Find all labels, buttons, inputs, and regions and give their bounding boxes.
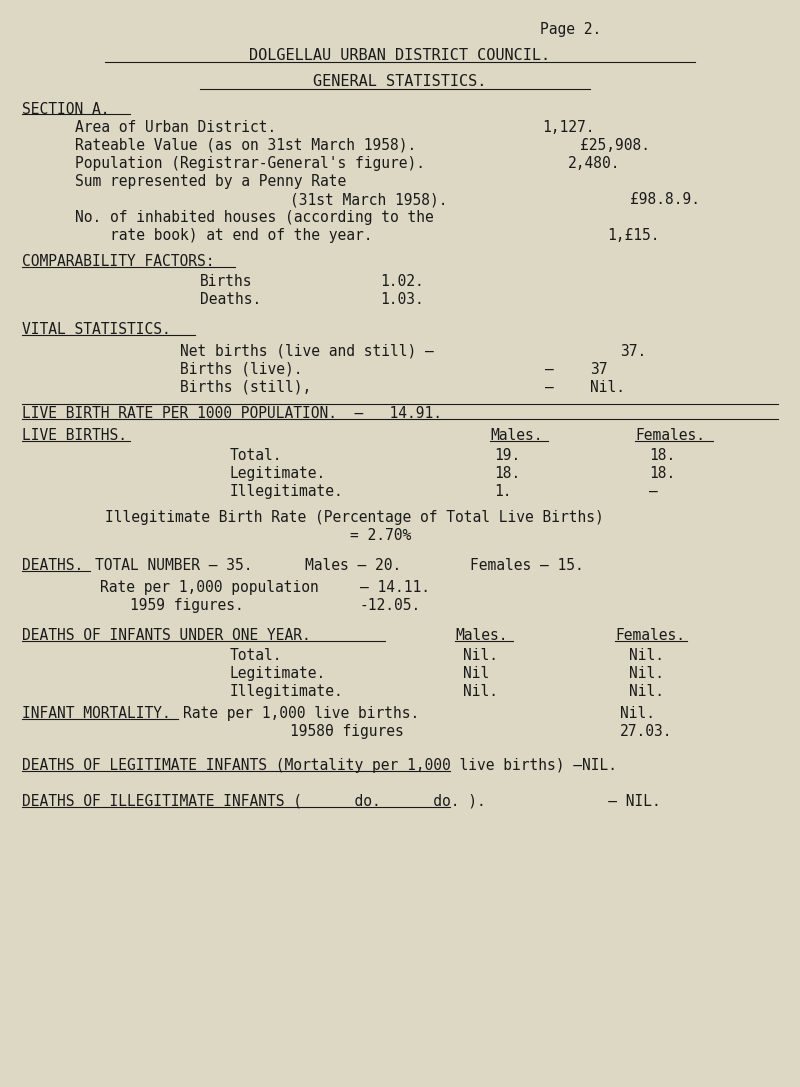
Text: Illegitimate.: Illegitimate. — [230, 484, 344, 499]
Text: Nil.: Nil. — [629, 648, 664, 663]
Text: Legitimate.: Legitimate. — [230, 466, 326, 482]
Text: Females.: Females. — [615, 628, 685, 644]
Text: Males – 20.: Males – 20. — [305, 558, 402, 573]
Text: Population (Registrar-General's figure).: Population (Registrar-General's figure). — [75, 157, 425, 171]
Text: DEATHS OF ILLEGITIMATE INFANTS (      do.      do. ).              – NIL.: DEATHS OF ILLEGITIMATE INFANTS ( do. do.… — [22, 794, 661, 809]
Text: LIVE BIRTHS.: LIVE BIRTHS. — [22, 428, 127, 443]
Text: 1958θ figures: 1958θ figures — [290, 724, 404, 739]
Text: = 2.70%: = 2.70% — [350, 528, 411, 544]
Text: Nil.: Nil. — [590, 380, 625, 395]
Text: No. of inhabited houses (according to the: No. of inhabited houses (according to th… — [75, 210, 434, 225]
Text: 18.: 18. — [494, 466, 520, 482]
Text: Births (live).: Births (live). — [180, 362, 302, 377]
Text: Nil.: Nil. — [629, 684, 664, 699]
Text: rate book) at end of the year.: rate book) at end of the year. — [110, 228, 373, 243]
Text: DEATHS.: DEATHS. — [22, 558, 83, 573]
Text: Rateable Value (as on 31st March 1958).: Rateable Value (as on 31st March 1958). — [75, 138, 416, 153]
Text: SECTION A.: SECTION A. — [22, 102, 110, 117]
Text: LIVE BIRTH RATE PER 1000 POPULATION.  –   14.91.: LIVE BIRTH RATE PER 1000 POPULATION. – 1… — [22, 407, 442, 421]
Text: Females.: Females. — [635, 428, 705, 443]
Text: Legitimate.: Legitimate. — [230, 666, 326, 680]
Text: Births (still),: Births (still), — [180, 380, 311, 395]
Text: INFANT MORTALITY.: INFANT MORTALITY. — [22, 705, 170, 721]
Text: Area of Urban District.: Area of Urban District. — [75, 120, 276, 135]
Text: 2,480.: 2,480. — [567, 157, 620, 171]
Text: TOTAL NUMBER – 35.: TOTAL NUMBER – 35. — [95, 558, 253, 573]
Text: DEATHS OF LEGITIMATE INFANTS (Mortality per 1,000 live births) –NIL.: DEATHS OF LEGITIMATE INFANTS (Mortality … — [22, 758, 617, 773]
Text: Rate per 1,000 population: Rate per 1,000 population — [100, 580, 318, 595]
Text: DOLGELLAU URBAN DISTRICT COUNCIL.: DOLGELLAU URBAN DISTRICT COUNCIL. — [250, 48, 550, 63]
Text: (31st March 1958).: (31st March 1958). — [290, 192, 447, 207]
Text: -12.05.: -12.05. — [360, 598, 422, 613]
Text: Females – 15.: Females – 15. — [470, 558, 584, 573]
Text: Illegitimate Birth Rate (Percentage of Total Live Births): Illegitimate Birth Rate (Percentage of T… — [105, 510, 604, 525]
Text: Nil: Nil — [463, 666, 490, 680]
Text: Illegitimate.: Illegitimate. — [230, 684, 344, 699]
Text: Deaths.: Deaths. — [200, 292, 262, 307]
Text: Nil.: Nil. — [620, 705, 655, 721]
Text: 1.: 1. — [494, 484, 511, 499]
Text: 27.03.: 27.03. — [620, 724, 673, 739]
Text: Males.: Males. — [490, 428, 542, 443]
Text: 1,127.: 1,127. — [542, 120, 595, 135]
Text: Nil.: Nil. — [629, 666, 664, 680]
Text: 19.: 19. — [494, 448, 520, 463]
Text: Nil.: Nil. — [463, 648, 498, 663]
Text: 1.03.: 1.03. — [380, 292, 424, 307]
Text: 37.: 37. — [620, 343, 646, 359]
Text: 18.: 18. — [649, 466, 675, 482]
Text: Births: Births — [200, 274, 253, 289]
Text: £25,908.: £25,908. — [580, 138, 650, 153]
Text: Nil.: Nil. — [463, 684, 498, 699]
Text: –: – — [649, 484, 658, 499]
Text: 37: 37 — [590, 362, 607, 377]
Text: 18.: 18. — [649, 448, 675, 463]
Text: VITAL STATISTICS.: VITAL STATISTICS. — [22, 322, 170, 337]
Text: Rate per 1,000 live births.: Rate per 1,000 live births. — [183, 705, 419, 721]
Text: 1959 figures.: 1959 figures. — [130, 598, 244, 613]
Text: 1,£15.: 1,£15. — [607, 228, 660, 243]
Text: 1.02.: 1.02. — [380, 274, 424, 289]
Text: Total.: Total. — [230, 648, 282, 663]
Text: £98.8.9.: £98.8.9. — [630, 192, 700, 207]
Text: Total.: Total. — [230, 448, 282, 463]
Text: COMPARABILITY FACTORS:: COMPARABILITY FACTORS: — [22, 254, 214, 268]
Text: – 14.11.: – 14.11. — [360, 580, 430, 595]
Text: Page 2.: Page 2. — [540, 22, 602, 37]
Text: Sum represented by a Penny Rate: Sum represented by a Penny Rate — [75, 174, 346, 189]
Text: GENERAL STATISTICS.: GENERAL STATISTICS. — [314, 74, 486, 89]
Text: DEATHS OF INFANTS UNDER ONE YEAR.: DEATHS OF INFANTS UNDER ONE YEAR. — [22, 628, 310, 644]
Text: –: – — [545, 380, 554, 395]
Text: –: – — [545, 362, 554, 377]
Text: Males.: Males. — [455, 628, 507, 644]
Text: Net births (live and still) –: Net births (live and still) – — [180, 343, 434, 359]
